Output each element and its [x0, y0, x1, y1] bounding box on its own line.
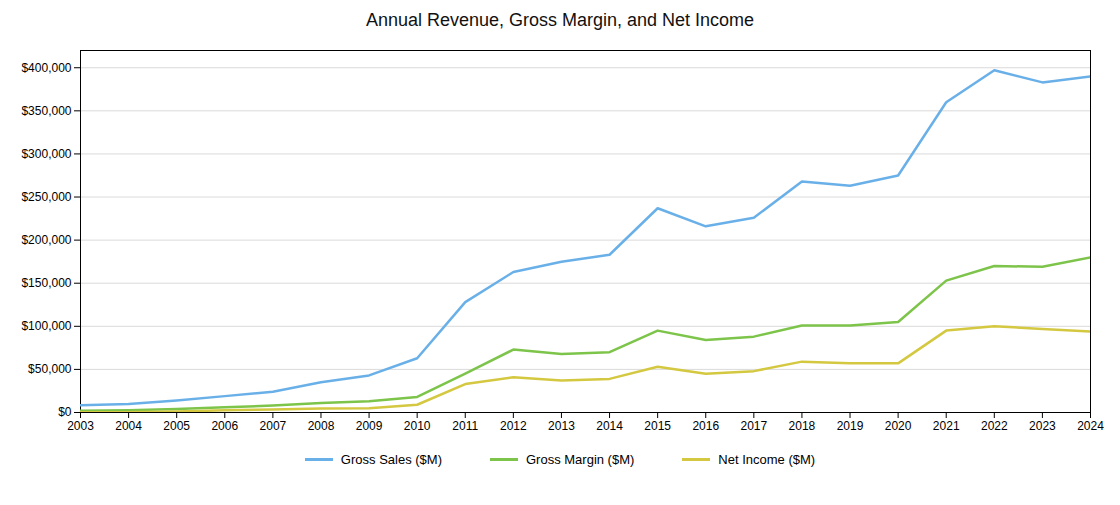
svg-text:2012: 2012 [500, 419, 527, 433]
svg-text:2019: 2019 [837, 419, 864, 433]
svg-text:2020: 2020 [885, 419, 912, 433]
svg-text:2022: 2022 [981, 419, 1008, 433]
svg-text:$300,000: $300,000 [21, 147, 71, 161]
svg-text:2004: 2004 [115, 419, 142, 433]
svg-text:2011: 2011 [452, 419, 478, 433]
svg-text:2024: 2024 [1077, 419, 1104, 433]
svg-text:2014: 2014 [596, 419, 623, 433]
svg-text:2021: 2021 [933, 419, 960, 433]
svg-text:2007: 2007 [260, 419, 287, 433]
svg-text:2017: 2017 [740, 419, 767, 433]
svg-text:2010: 2010 [404, 419, 431, 433]
svg-text:2013: 2013 [548, 419, 575, 433]
svg-text:2023: 2023 [1029, 419, 1056, 433]
svg-text:2016: 2016 [692, 419, 719, 433]
html-text:Annual Revenue, Gross Margin,: Annual Revenue, Gross Margin, and Net In… [365, 10, 755, 30]
svg-text:$150,000: $150,000 [21, 276, 71, 290]
svg-text:2003: 2003 [67, 419, 94, 433]
html-text:Gross Sales ($M): Gross Sales ($M) [340, 452, 442, 467]
html-text:Gross Margin ($M): Gross Margin ($M) [526, 452, 635, 467]
svg-text:2008: 2008 [308, 419, 335, 433]
svg-text:$250,000: $250,000 [21, 190, 71, 204]
svg-text:2015: 2015 [644, 419, 671, 433]
svg-text:2018: 2018 [789, 419, 816, 433]
svg-text:$200,000: $200,000 [21, 233, 71, 247]
svg-text:$400,000: $400,000 [21, 61, 71, 75]
html-text:Net Income ($M): Net Income ($M) [718, 452, 816, 467]
svg-text:$350,000: $350,000 [21, 104, 71, 118]
svg-text:$0: $0 [58, 405, 72, 419]
svg-text:2006: 2006 [211, 419, 238, 433]
svg-text:2005: 2005 [163, 419, 190, 433]
svg-text:$100,000: $100,000 [21, 319, 71, 333]
svg-text:$50,000: $50,000 [28, 362, 72, 376]
svg-text:2009: 2009 [356, 419, 383, 433]
